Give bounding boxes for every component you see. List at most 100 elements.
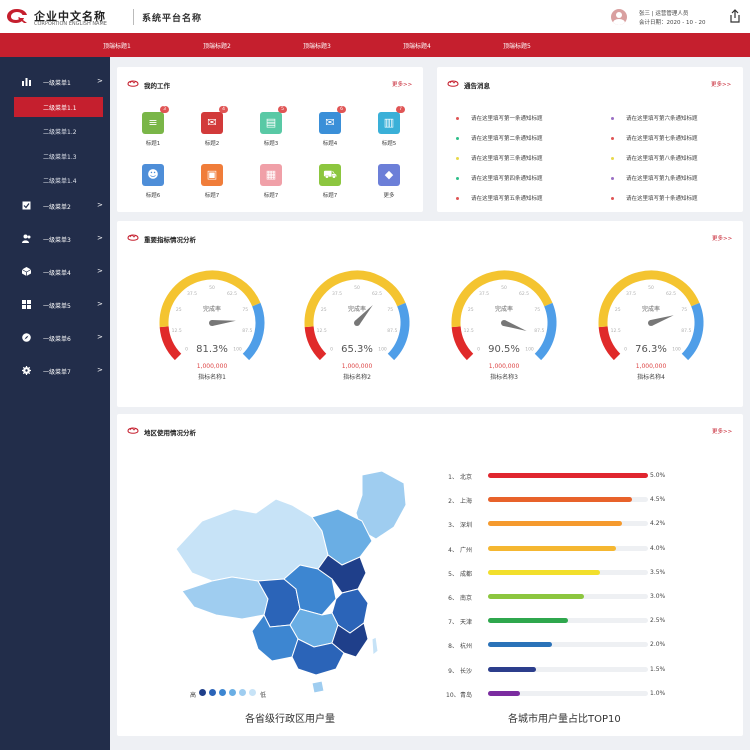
ranking-row[interactable]: 7、 天津 2.5% [446,617,676,627]
work-item[interactable]: ▦ 标题7 [251,164,291,209]
ranking-row[interactable]: 10、 青岛 1.0% [446,690,676,700]
top-nav-tab-5[interactable]: 顶端标题5 [503,43,531,50]
ranking-track [488,642,648,648]
clipboard-icon-glyph: ▥ [383,116,395,129]
user-role[interactable]: 张三 | 运营管理人员 [639,11,689,17]
sidebar-menu-label: 一级菜单4 [43,270,71,277]
ranking-row[interactable]: 4、 广州 4.0% [446,545,676,555]
legend-swatch [249,689,256,696]
top-nav-tab-3[interactable]: 顶端标题3 [303,43,331,50]
ranking-row[interactable]: 3、 深圳 4.2% [446,520,676,530]
indicators-more-link[interactable]: 更多>> [712,236,733,242]
region-more-link[interactable]: 更多>> [712,429,733,435]
work-item[interactable]: ☻ 标题6 [133,164,173,209]
ranking-bar [488,569,600,575]
company-logo-icon[interactable] [6,8,28,24]
sidebar-menu-4[interactable]: 一级菜单4 > [0,264,110,280]
work-item[interactable]: ✉ 6 标题4 [310,106,350,157]
notice-item[interactable]: 请在这里填写第九条通知标题 [611,174,698,182]
gauge-hub [501,320,507,326]
ranking-row[interactable]: 6、 南京 3.0% [446,593,676,603]
ranking-row[interactable]: 8、 杭州 2.0% [446,641,676,651]
sidebar-subitem-1-1[interactable]: 二级菜单1.1 [14,97,103,117]
work-item[interactable]: ▤ 5 标题3 [251,106,291,157]
gauge-tick-label: 25 [321,307,327,313]
notice-item[interactable]: 请在这里填写第七条通知标题 [611,134,698,142]
ranking-number: 4、 [448,546,458,554]
notices-more-link[interactable]: 更多>> [711,82,732,88]
ranking-city: 上海 [460,498,473,506]
truck-icon-glyph: ⛟ [323,168,337,181]
sidebar-menu-7[interactable]: 一级菜单7 > [0,363,110,379]
chevron-right-icon: > [97,366,103,374]
work-item[interactable]: ≡ 3 标题1 [133,106,173,157]
notice-item[interactable]: 请在这里填写第五条通知标题 [456,194,543,202]
mail-icon: ✉ [201,112,223,134]
top-nav-bar: 顶端标题1 顶端标题2 顶端标题3 顶端标题4 顶端标题5 [0,33,750,57]
gauge-name: 指标名称2 [343,374,371,381]
top-nav-tab-1[interactable]: 顶端标题1 [103,43,131,50]
top-nav-tab-4[interactable]: 顶端标题4 [403,43,431,50]
sidebar-menu-3[interactable]: 一级菜单3 > [0,231,110,247]
gauge-band-low [598,326,621,361]
sidebar-menu-5[interactable]: 一级菜单5 > [0,297,110,313]
ranking-row[interactable]: 9、 长沙 1.5% [446,666,676,676]
gauge-tick-label: 87.5 [387,328,397,334]
notice-item[interactable]: 请在这里填写第二条通知标题 [456,134,543,142]
sidebar-menu-6[interactable]: 一级菜单6 > [0,330,110,346]
export-icon[interactable] [727,8,743,24]
map-region-northeast [355,470,407,540]
sidebar-menu-1[interactable]: 一级菜单1 > [0,74,110,90]
ranking-row[interactable]: 5、 成都 3.5% [446,569,676,579]
truck-icon: ⛟ [319,164,341,186]
ranking-value: 3.5% [650,568,666,576]
my-work-more-link[interactable]: 更多>> [392,82,413,88]
ranking-bar [488,690,520,696]
ranking-city: 北京 [460,474,473,481]
sidebar-menu-2[interactable]: 一级菜单2 > [0,198,110,214]
work-item[interactable]: ▣ 标题7 [192,164,232,209]
card-header-icon [447,80,459,87]
gauge-tick-label: 25 [615,307,621,313]
sidebar-menu-label: 一级菜单7 [43,369,71,376]
accounting-date: 会计日期：2020 - 10 - 20 [639,20,706,26]
ranking-value: 3.0% [650,593,666,600]
ranking-bar [488,642,552,648]
notice-item[interactable]: 请在这里填写第四条通知标题 [456,174,543,182]
notice-item[interactable]: 请在这里填写第六条通知标题 [611,114,698,122]
system-name: 系统平台名称 [142,14,203,24]
gauge-tick-label: 25 [468,307,474,313]
avatar[interactable] [611,9,627,25]
person-icon: ☻ [142,164,164,186]
sidebar-subitem-1-2[interactable]: 二级菜单1.2 [0,121,110,141]
chart-bars-icon [22,78,31,86]
china-province-map[interactable] [172,469,412,699]
work-item[interactable]: ▥ 7 标题5 [369,106,409,157]
work-item[interactable]: ◆ 更多 [369,164,409,209]
notice-item[interactable]: 请在这里填写第三条通知标题 [456,154,543,162]
notice-item[interactable]: 请在这里填写第一条通知标题 [456,114,543,122]
notice-text: 请在这里填写第四条通知标题 [471,176,543,182]
ranking-track [488,545,648,551]
gauge-band-high [681,302,704,361]
map-caption: 各省级行政区用户量 [245,714,335,725]
chevron-right-icon: > [97,267,103,275]
ranking-row[interactable]: 2、 上海 4.5% [446,496,676,506]
work-item[interactable]: ✉ 4 标题2 [192,106,232,157]
gauge-band-mid [598,270,700,328]
top-nav-tab-2[interactable]: 顶端标题2 [203,43,231,50]
work-item[interactable]: ⛟ 标题7 [310,164,350,209]
sidebar-subitem-1-4[interactable]: 二级菜单1.4 [0,170,110,190]
notice-item[interactable]: 请在这里填写第十条通知标题 [611,194,698,202]
sidebar-subitem-label: 二级菜单1.3 [43,154,77,161]
badge-count: 6 [337,106,346,113]
map-region-tibet [181,576,269,620]
notice-item[interactable]: 请在这里填写第八条通知标题 [611,154,698,162]
ranking-value: 4.2% [650,520,666,528]
bullet-dot [456,157,459,160]
my-work-title: 我的工作 [144,82,170,90]
ranking-row[interactable]: 1、 北京 5.0% [446,472,676,482]
ranking-value: 5.0% [650,472,666,479]
work-item-label: 标题7 [204,193,220,199]
sidebar-subitem-1-3[interactable]: 二级菜单1.3 [0,146,110,166]
